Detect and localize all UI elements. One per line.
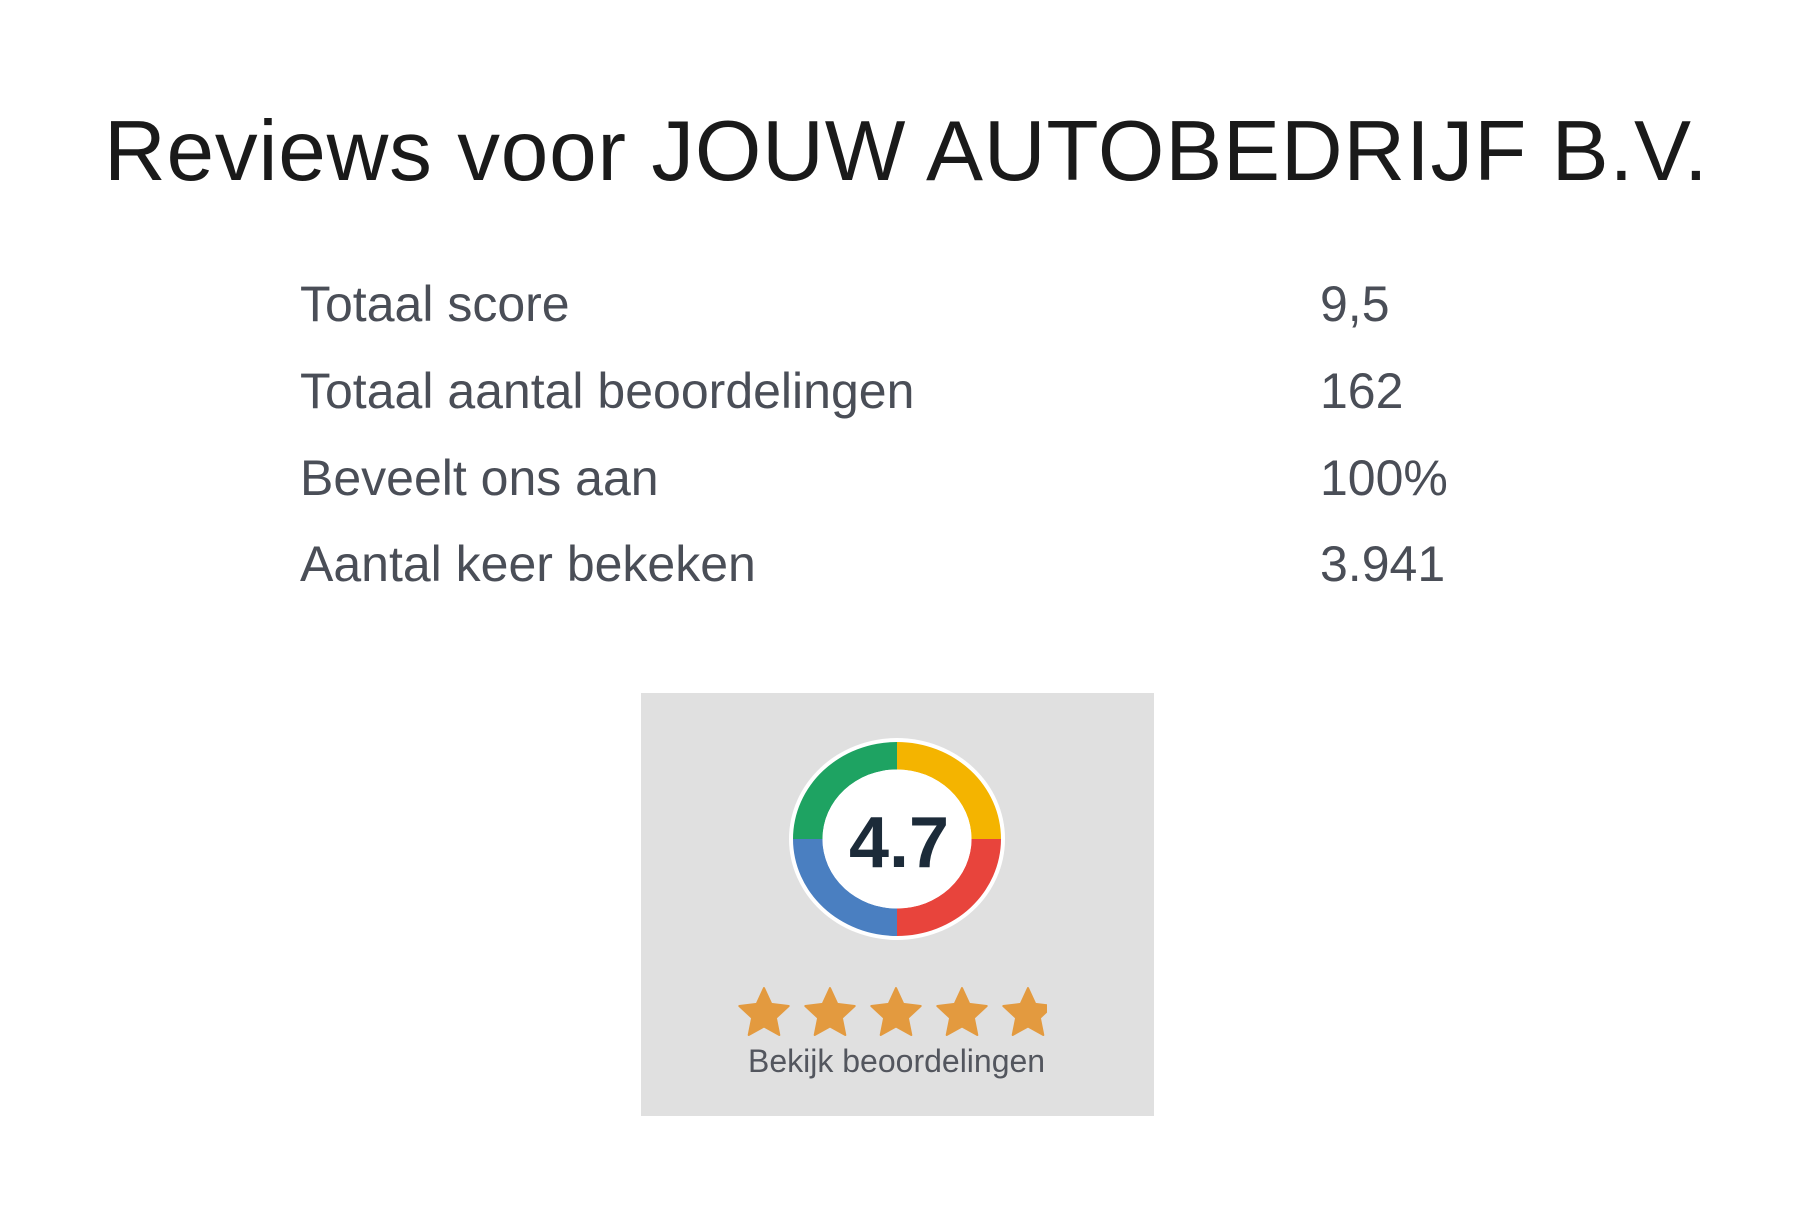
svg-text:4.7: 4.7	[849, 803, 949, 883]
